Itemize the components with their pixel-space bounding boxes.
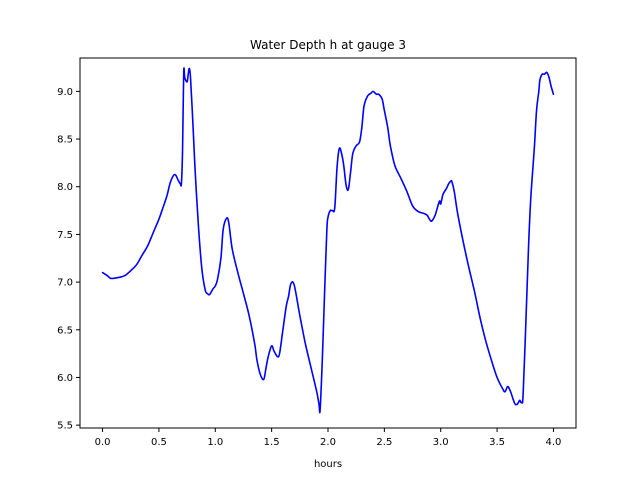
y-tick-label: 6.5 [57,325,73,336]
y-tick-label: 7.5 [57,230,73,241]
y-tick-label: 5.5 [57,421,73,432]
chart-title: Water Depth h at gauge 3 [250,38,406,52]
y-tick-label: 6.0 [57,373,73,384]
x-tick-label: 3.5 [489,437,505,448]
x-tick-label: 3.0 [433,437,449,448]
y-tick-label: 7.0 [57,278,73,289]
x-tick-label: 2.0 [320,437,336,448]
x-tick-label: 2.5 [376,437,392,448]
y-tick-label: 9.0 [57,87,73,98]
x-tick-label: 1.5 [264,437,280,448]
axes-frame [79,57,577,429]
x-tick-label: 0.5 [151,437,167,448]
x-axis-label: hours [314,459,342,470]
x-tick-label: 4.0 [546,437,562,448]
x-axis: 0.0 0.5 1.0 1.5 2.0 2.5 3.0 3.5 4.0 [95,428,562,448]
x-tick-label: 1.0 [207,437,223,448]
x-tick-label: 0.0 [95,437,111,448]
y-tick-label: 8.5 [57,135,73,146]
plot-area [101,67,555,414]
series-line [101,67,555,414]
y-tick-label: 8.0 [57,182,73,193]
y-axis: 5.5 6.0 6.5 7.0 7.5 8.0 8.5 9.0 [57,87,80,432]
